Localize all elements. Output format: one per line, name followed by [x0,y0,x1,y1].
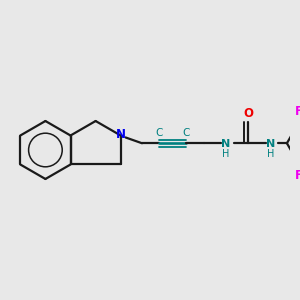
Text: C: C [156,128,163,138]
Text: F: F [295,105,300,118]
Text: N: N [266,139,275,149]
Text: F: F [295,169,300,182]
Text: H: H [222,149,230,159]
Text: N: N [221,139,231,149]
Text: O: O [243,107,253,120]
Text: C: C [183,128,190,138]
Text: H: H [267,149,274,159]
Text: N: N [116,128,126,141]
